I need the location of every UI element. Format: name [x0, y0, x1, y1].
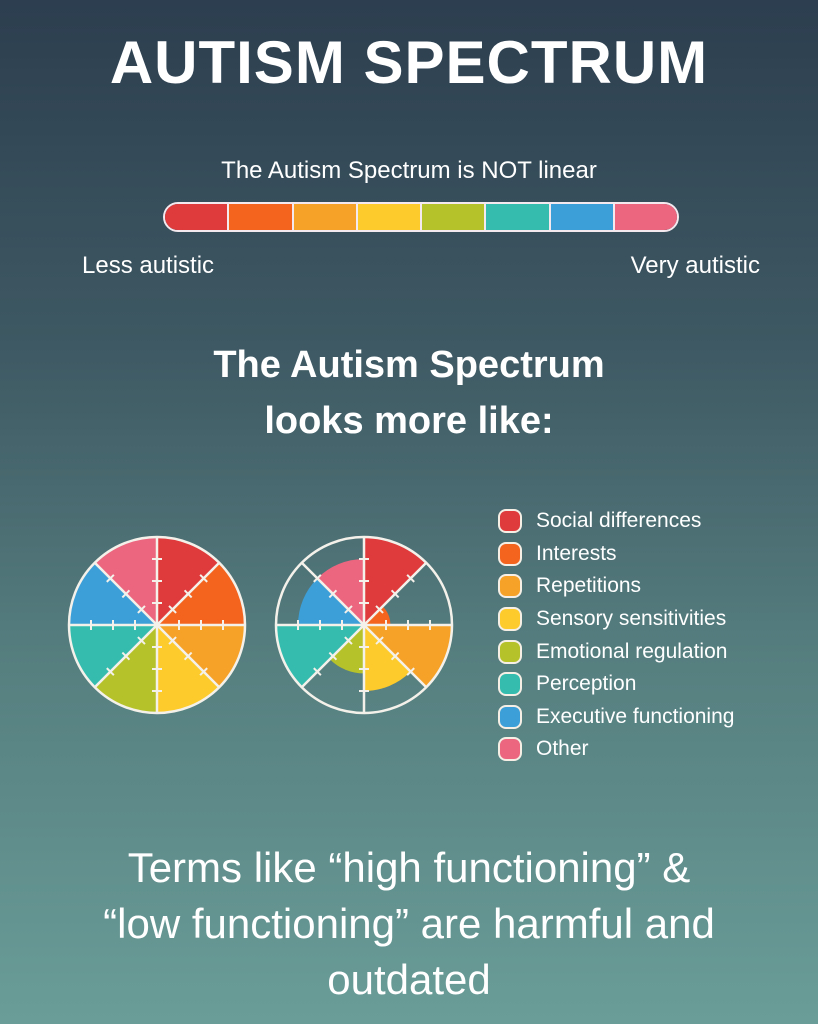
section-heading-line2: looks more like: [264, 400, 554, 442]
legend-label: Sensory sensitivities [536, 607, 727, 631]
wheel-sector [157, 562, 245, 625]
profile-spectrum-wheel [274, 535, 454, 715]
wheel-sector [329, 625, 364, 674]
wheel-sector [298, 578, 364, 625]
legend-label: Emotional regulation [536, 639, 728, 663]
footer-message: Terms like “high functioning” & “low fun… [0, 840, 818, 1008]
legend-label: Perception [536, 672, 637, 696]
bar-segment [229, 204, 294, 230]
full-spectrum-wheel [67, 535, 247, 715]
legend-swatch [498, 639, 522, 664]
legend-swatch [498, 509, 522, 534]
section-heading: The Autism Spectrum looks more like: [0, 337, 818, 449]
wheel-sector [157, 537, 220, 625]
linear-spectrum-bar [163, 202, 679, 232]
footer-line1: Terms like “high functioning” & [127, 844, 691, 891]
legend-swatch [498, 672, 522, 697]
wheel-sector [94, 537, 157, 625]
wheel-sector [157, 625, 245, 688]
wheel-sector [157, 625, 220, 713]
legend-label: Interests [536, 541, 617, 565]
less-autistic-label: Less autistic [82, 252, 215, 279]
bar-segment [293, 204, 358, 230]
wheel-sector [69, 625, 157, 688]
wheel-sector [94, 625, 157, 713]
bar-segment [422, 204, 487, 230]
footer-line3: outdated [327, 956, 491, 1003]
section-heading-line1: The Autism Spectrum [213, 344, 605, 386]
legend-item: Social differences [498, 505, 734, 538]
wheel-sector [364, 537, 427, 625]
bar-segment [486, 204, 551, 230]
legend-item: Sensory sensitivities [498, 603, 734, 636]
legend: Social differences Interests Repetitions Se… [498, 505, 734, 766]
wheel-sector [364, 625, 452, 688]
linear-caption: The Autism Spectrum is NOT linear [221, 157, 597, 184]
legend-item: Executive functioning [498, 701, 734, 734]
legend-item: Repetitions [498, 570, 734, 603]
legend-swatch [498, 737, 522, 762]
legend-swatch [498, 541, 522, 566]
bar-segment [357, 204, 422, 230]
legend-swatch [498, 704, 522, 729]
bar-segment [165, 204, 230, 230]
footer-line2: “low functioning” are harmful and [103, 900, 715, 947]
legend-item: Other [498, 733, 734, 766]
page-title: AUTISM SPECTRUM [109, 29, 709, 96]
legend-label: Repetitions [536, 574, 642, 598]
legend-label: Executive functioning [536, 704, 735, 728]
wheel-sector [276, 625, 364, 688]
legend-label: Social differences [536, 509, 702, 533]
legend-swatch [498, 607, 522, 632]
wheel-sector [364, 625, 411, 691]
very-autistic-label: Very autistic [630, 252, 760, 279]
wheel-sector [69, 562, 157, 625]
legend-item: Emotional regulation [498, 635, 734, 668]
legend-label: Other [536, 737, 589, 761]
wheel-sector [364, 606, 391, 625]
wheel-sector [317, 559, 364, 625]
bar-segment [614, 204, 677, 230]
legend-item: Perception [498, 668, 734, 701]
legend-item: Interests [498, 538, 734, 571]
legend-swatch [498, 574, 522, 599]
bar-segment [550, 204, 615, 230]
